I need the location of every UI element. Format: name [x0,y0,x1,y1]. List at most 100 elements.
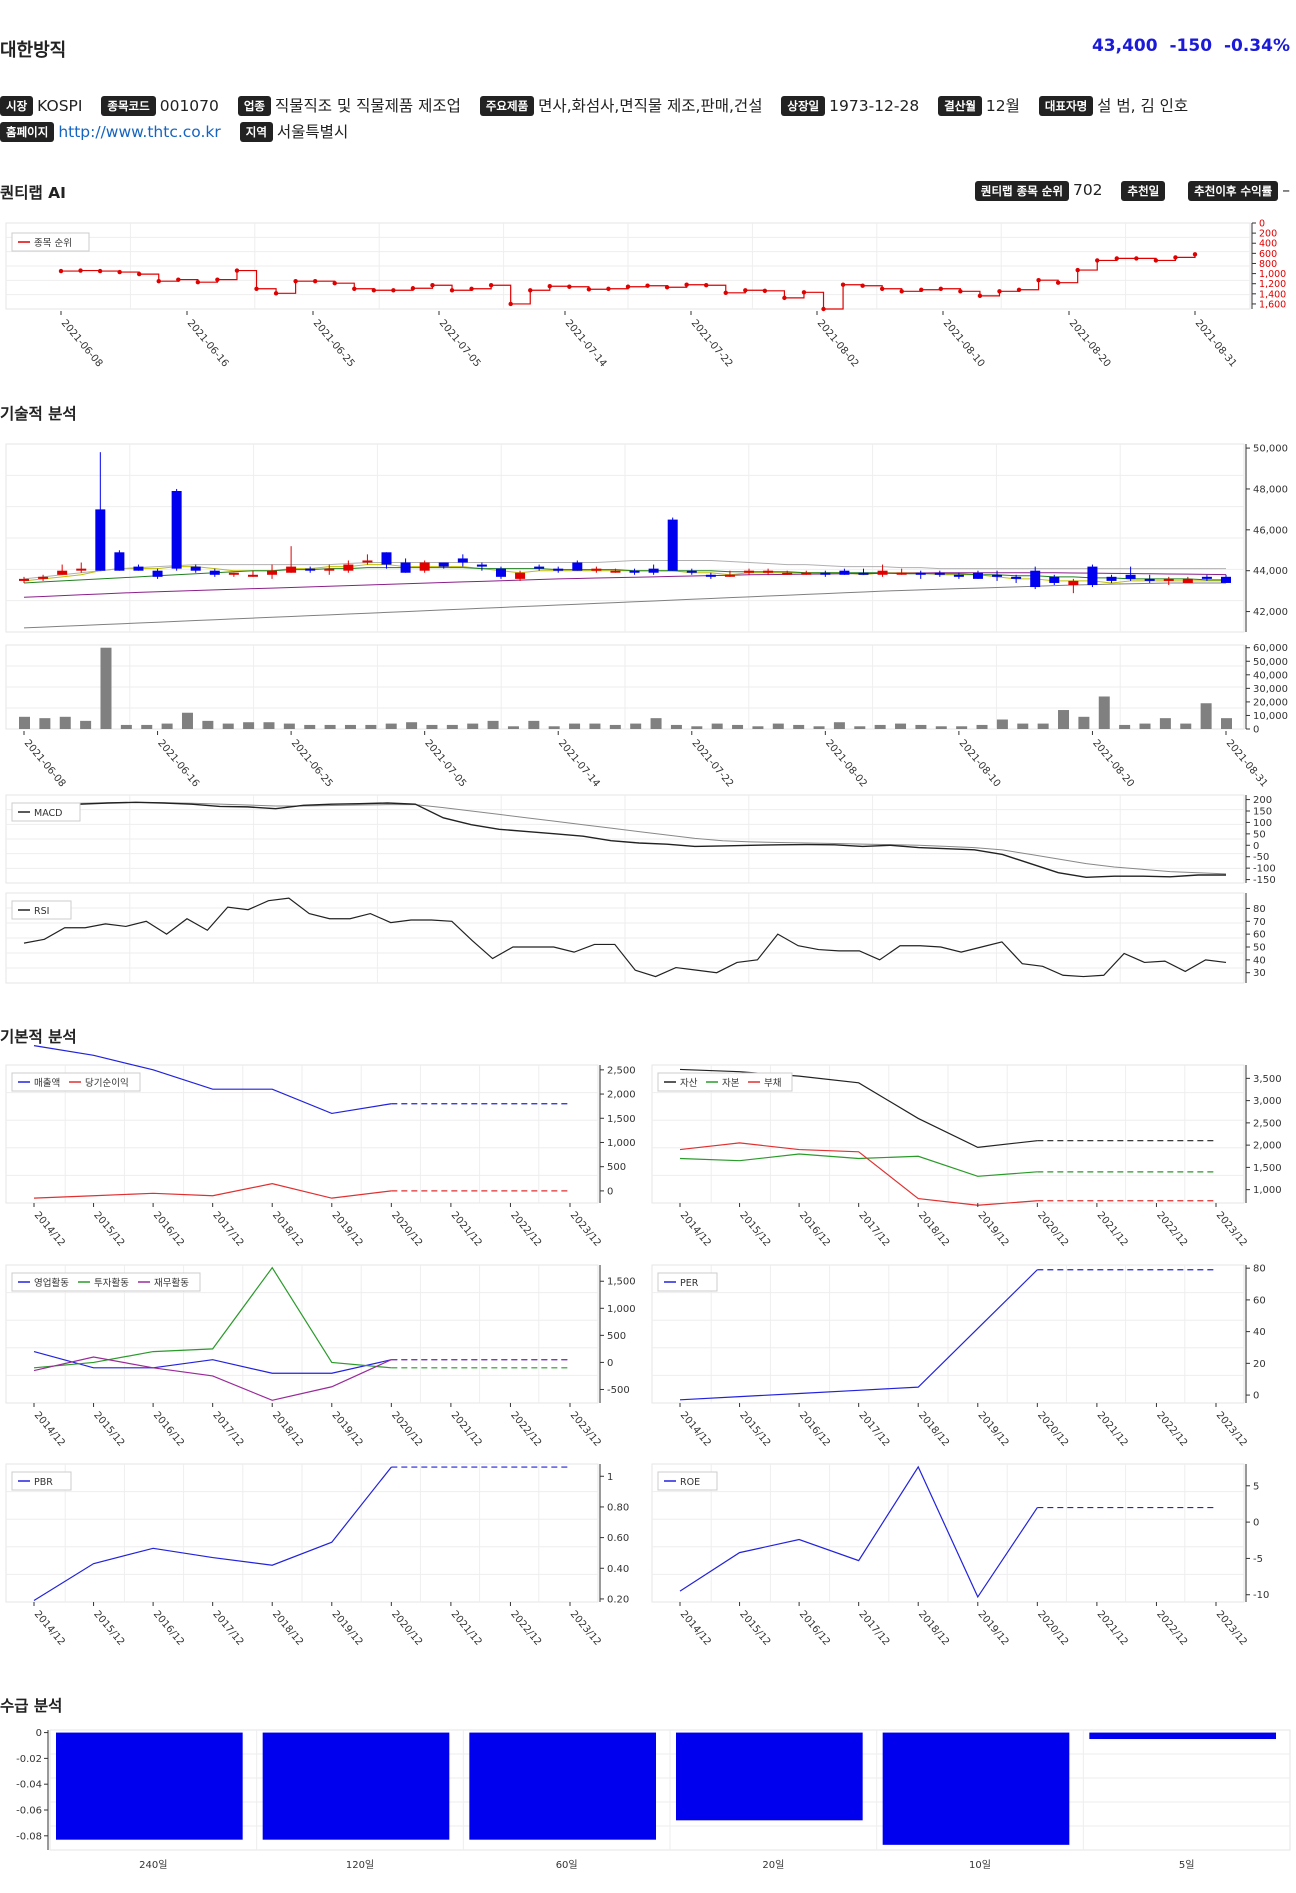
volume-bar [772,723,784,729]
supply-bar [56,1732,243,1840]
y-tick-label: 0 [1259,219,1265,230]
y-tick-label: 1,400 [1259,289,1286,300]
candle-body [953,574,964,577]
rank-value: 702 [1072,181,1103,199]
rank-point [1095,258,1100,263]
rank-point [567,284,572,289]
volume-bar [426,724,438,729]
x-tick-label: 2019/12 [329,1410,364,1449]
legend-label: 영업활동 [34,1277,69,1289]
x-tick-label: 2018/12 [270,1609,305,1648]
x-tick-label: 2022/12 [1154,1410,1189,1449]
y-tick-label: 200 [1253,795,1272,806]
volume-bar [589,723,601,729]
y-tick-label: 60,000 [1253,643,1288,654]
y-tick-label: 2,000 [607,1090,636,1101]
y-tick-label: 40 [1253,1327,1266,1338]
chart-fin2: 1,000 1,500 2,000 2,500 3,000 3,500 2014/12 201… [651,1064,1282,1249]
rank-point [1075,267,1080,273]
legend-box [657,1072,793,1092]
volume-bar [548,726,560,729]
candle-body [820,572,831,575]
candle-body [419,562,430,571]
volume-bar [691,726,703,729]
x-tick-label: 2020/12 [1035,1210,1070,1249]
candle-body [744,570,755,573]
price-change: -150 [1169,36,1213,56]
rank-point [547,284,552,289]
legend-box [11,1471,72,1491]
candle-body [343,564,354,571]
series-line-fin3 [33,1266,392,1369]
code-value: 001070 [159,97,219,115]
legend-box [11,1272,201,1292]
x-tick-label: 2021-07-14 [556,738,602,790]
legend-label: 자산 [680,1078,698,1089]
rank-point [254,286,259,291]
y-tick-label: 60 [1253,1295,1266,1306]
y-tick-label: 1,500 [1253,1163,1282,1174]
y-tick-label: -10 [1253,1590,1269,1601]
y-tick-label: 80 [1253,904,1266,915]
chart-fin1: 0 500 1,000 1,500 2,000 2,500 2014/12 2015/12 20… [5,1045,636,1249]
candle-body [648,568,659,573]
y-tick-label: 0.20 [607,1594,629,1605]
chart-candles: 42,000 44,000 46,000 48,000 50,000 [5,443,1288,633]
legend-box [11,802,81,822]
x-tick-label: 2015/12 [91,1210,126,1249]
volume-bar [222,723,234,729]
candle-body [286,566,297,573]
x-tick-label: 2022/12 [508,1609,543,1648]
x-tick-label: 2017/12 [210,1609,245,1648]
y-tick-label: 48,000 [1253,484,1288,495]
x-tick-label: 2021/12 [449,1210,484,1249]
supply-bar [469,1732,656,1840]
y-tick-label: -0.08 [16,1831,42,1842]
y-tick-label: 10,000 [1253,711,1288,722]
rank-point [1036,277,1041,283]
x-tick-label: 2019/12 [975,1210,1010,1249]
volume-bar [263,722,275,729]
volume-bar [181,712,193,729]
homepage-info: 홈페이지 http://www.thtc.co.kr [0,119,221,145]
y-tick-label: 1,000 [607,1304,636,1315]
volume-bar [39,718,51,729]
legend-label: 종목 순위 [34,237,72,249]
products-label: 주요제품 [479,96,535,116]
x-tick-label: 2023/12 [568,1210,603,1249]
x-tick-label: 2019/12 [329,1210,364,1249]
rank-point [508,301,513,307]
x-tick-label: 2019/12 [329,1609,364,1648]
x-tick-label: 2020/12 [1035,1609,1070,1648]
y-tick-label: 2,000 [1253,1141,1282,1152]
x-tick-label: 2015/12 [91,1410,126,1449]
x-tick-label: 2016/12 [151,1609,186,1648]
rank-point [625,284,631,289]
volume-bar [813,726,825,729]
candle-body [171,491,182,569]
chart-supply: 240일 120일 60일 20일 10일 5일 0 -0.02 -0.04 -0.06 -0.08 [16,1728,1291,1871]
x-tick-label: 2018/12 [916,1210,951,1249]
series-line-roe [679,1465,1038,1599]
x-tick-label: 2022/12 [508,1210,543,1249]
x-tick-label: 2021-07-22 [689,738,735,790]
candle-body [934,572,945,575]
x-tick-label: 2017/12 [856,1410,891,1449]
y-tick-label: 0 [36,1728,42,1739]
supply-bar [676,1732,863,1821]
ma-line-ma60 [23,572,1227,598]
region-label: 지역 [239,122,273,142]
legend-label: 재무활동 [154,1277,189,1289]
company-info: 시장 KOSPI 종목코드 001070 업종 직물직조 및 직물제품 제조업 주요제… [0,93,1290,145]
series-line-per [679,1269,1038,1401]
rank-point [860,283,865,288]
rsi-line [23,897,1227,978]
homepage-link[interactable]: http://www.thtc.co.kr [58,123,221,141]
y-tick-label: 20,000 [1253,697,1288,708]
x-tick-label: 10일 [969,1859,991,1871]
listed-info: 상장일 1973-12-28 [781,93,919,119]
series-line-pbr [33,1466,392,1601]
legend-label: MACD [34,808,62,819]
candle-body [267,570,278,575]
volume-bar [996,719,1008,729]
